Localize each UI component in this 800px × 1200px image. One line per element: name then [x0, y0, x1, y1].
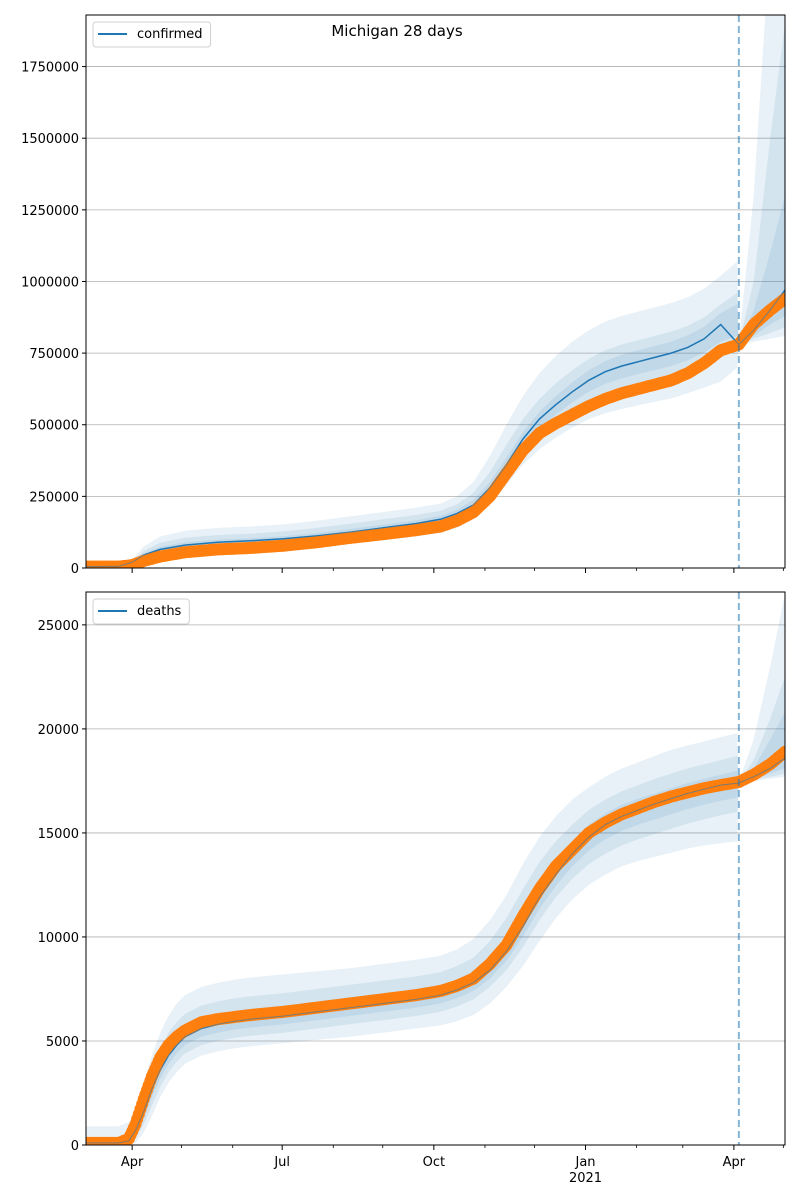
legend-label-deaths: deaths [137, 604, 182, 619]
uncertainty-band-middle [86, 676, 785, 1144]
y-tick-label: 25000 [38, 619, 79, 634]
deaths-grid [86, 624, 785, 1042]
confirmed-y-ticks: 0 250000 500000 750000 1000000 1250000 1500000… [21, 61, 86, 577]
series-line-overlay [86, 757, 785, 1144]
legend-box [92, 598, 190, 625]
confirmed-series [86, 289, 785, 568]
y-tick-label: 20000 [38, 723, 79, 738]
x-tick-label: Apr [723, 1155, 746, 1170]
deaths-series [86, 745, 785, 1145]
deaths-axes [85, 591, 786, 1146]
y-tick-label: 10000 [38, 931, 79, 946]
axes-frame [85, 591, 786, 1146]
x-tick-label: Apr [121, 1155, 144, 1170]
y-tick-label: 15000 [38, 827, 79, 842]
y-tick-label: 250000 [29, 490, 79, 505]
y-tick-label: 500000 [29, 419, 79, 434]
y-tick-label: 0 [71, 562, 79, 577]
x-tick-label: Jan [574, 1155, 595, 1170]
y-tick-label: 1750000 [21, 61, 79, 76]
legend-box [92, 21, 212, 48]
deaths-panel: 0 5000 10000 15000 20000 25000 Apr Jul Oct Jan20… [38, 591, 786, 1186]
confirmed-x-ticks [131, 568, 784, 573]
y-tick-label: 750000 [29, 347, 79, 362]
x-tick-label: Jul [273, 1155, 290, 1170]
series-line-overlay [86, 289, 785, 568]
y-tick-label: 1500000 [21, 132, 79, 147]
y-tick-label: 1000000 [21, 275, 79, 290]
y-tick-label: 5000 [46, 1035, 79, 1050]
observation-point [779, 745, 785, 758]
confirmed-panel: 0 250000 500000 750000 1000000 1250000 1500000… [21, 14, 786, 577]
x-tick-label: Oct [423, 1155, 445, 1170]
confirmed-axes [85, 14, 786, 569]
uncertainty-band-outer [86, 593, 785, 1145]
y-tick-label: 1250000 [21, 204, 79, 219]
legend-label-confirmed: confirmed [137, 27, 203, 42]
x-tick-sublabel: 2021 [569, 1171, 602, 1186]
deaths-y-ticks: 0 5000 10000 15000 20000 25000 [38, 619, 86, 1154]
axes-frame [85, 14, 786, 569]
confirmed-grid [86, 66, 785, 497]
confirmed-legend: confirmed [92, 21, 212, 48]
chart-title: Michigan 28 days [331, 22, 462, 40]
y-tick-label: 0 [71, 1139, 79, 1154]
deaths-legend: deaths [92, 598, 190, 625]
